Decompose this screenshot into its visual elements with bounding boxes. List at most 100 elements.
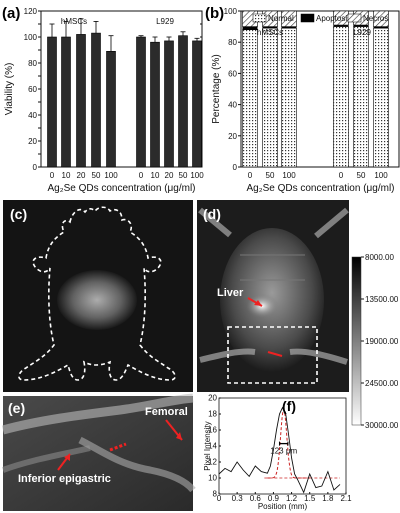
colorbar-tick-label: 8000.00 (365, 253, 394, 262)
chart-f-xtick-label: 2.1 (340, 494, 352, 503)
chart-f-ytick-label: 20 (208, 394, 217, 403)
chart-b-bar-normal (281, 27, 297, 168)
chart-a-ytick-label: 100 (24, 33, 38, 42)
chart-b-ytick-label: 0 (233, 163, 238, 172)
chart-b-frame (240, 10, 400, 168)
chart-b-bar-apoptosis (262, 26, 278, 29)
chart-a-bar (192, 40, 202, 168)
colorbar-tick-label: 19000.00 (365, 337, 399, 346)
chart-b-xlabel: Ag₂Se QDs concentration (μg/ml) (246, 183, 394, 194)
chart-a-bar (91, 32, 101, 168)
chart-b-group-label: hMSCs (257, 28, 283, 37)
panel-label-f: (f) (282, 398, 296, 414)
chart-a-xlabel: Ag₂Se QDs concentration (μg/ml) (47, 183, 195, 194)
chart-a-ytick-label: 80 (28, 59, 37, 68)
chart-a-group-label: L929 (156, 17, 174, 26)
chart-b-bar-apoptosis (373, 26, 389, 29)
chart-a-ylabel: Viability (%) (4, 63, 15, 116)
chart-a-ytick-label: 120 (24, 7, 38, 16)
chart-a-bar (150, 41, 160, 168)
chart-a-bar (61, 36, 71, 168)
chart-a-bar (76, 34, 86, 168)
chart-a-xtick-label: 10 (151, 171, 160, 180)
chart-f-xtick-label: 0 (217, 494, 222, 503)
chart-a-bar (178, 35, 188, 168)
chart-f-ytick-label: 8 (213, 490, 218, 499)
chart-f-data-line (218, 406, 341, 494)
chart-a-xtick-label: 0 (139, 171, 144, 180)
panel-e-image: Femoral Inferior epigastric (e) (1, 393, 196, 511)
chart-a-ytick-label: 40 (28, 111, 37, 120)
chart-a-group-label: hMSCs (61, 17, 87, 26)
chart-b-ytick-label: 100 (224, 7, 238, 16)
chart-b-xtick-label: 100 (374, 171, 388, 180)
chart-f-xtick-label: 0.9 (268, 494, 280, 503)
chart-f-ytick-label: 18 (208, 410, 217, 419)
chart-b-xtick-label: 0 (339, 171, 344, 180)
chart-f-xtick-label: 1.2 (286, 494, 298, 503)
chart-b-bar-normal (353, 26, 369, 168)
chart-f-ytick-label: 12 (208, 458, 217, 467)
chart-b-ytick-label: 60 (228, 69, 237, 78)
panel-label-b: (b) (205, 5, 224, 22)
panel-label-e: (e) (8, 400, 25, 416)
femoral-label: Femoral (145, 406, 188, 418)
panel-c-image: (c) (3, 200, 193, 392)
chart-f: 8 10 12 14 16 18 20 0 0.3 0.6 0.9 1.2 1.5 1.8 2.1 123 μ… (203, 394, 352, 512)
chart-b-bar-normal (373, 27, 389, 168)
chart-b-bar-normal (242, 29, 258, 168)
chart-b-ylabel: Percentage (%) (211, 54, 222, 123)
chart-f-ytick-label: 10 (208, 474, 217, 483)
chart-b-bar-necrosis (281, 10, 297, 27)
chart-a-bar (106, 50, 116, 168)
panel-d-image: Liver (d) (197, 200, 349, 392)
colorbar-tick-label: 30000.00 (365, 421, 399, 430)
panel-label-d: (d) (203, 206, 221, 222)
chart-b-bar-apoptosis (281, 26, 297, 29)
chart-f-xtick-label: 0.3 (232, 494, 244, 503)
chart-b-bar-normal (333, 26, 349, 168)
colorbar-tick-label: 13500.00 (365, 295, 399, 304)
chart-b-ytick-label: 40 (228, 101, 237, 110)
chart-f-ytick-label: 16 (208, 426, 217, 435)
chart-a-bar (47, 36, 57, 168)
chart-a-xtick-label: 20 (165, 171, 174, 180)
chart-b-xtick-label: 50 (357, 171, 366, 180)
chart-a-ytick-label: 20 (28, 137, 37, 146)
chart-a-ytick-label: 60 (28, 85, 37, 94)
chart-b-legend-swatch (300, 13, 315, 23)
chart-f-xtick-label: 0.6 (250, 494, 262, 503)
liver-label: Liver (217, 287, 244, 299)
inferior-epigastric-label: Inferior epigastric (18, 473, 111, 485)
chart-b-bar-apoptosis (242, 26, 258, 30)
chart-a-ytick-label: 0 (33, 163, 38, 172)
chart-a-xtick-label: 100 (104, 171, 118, 180)
chart-b-ytick-label: 20 (228, 132, 237, 141)
chart-b-legend-label: Normal (268, 14, 294, 23)
panel-label-a: (a) (2, 5, 20, 22)
chart-b-bar-apoptosis (333, 25, 349, 27)
colorbar: 8000.00 13500.00 19000.00 24500.00 30000.00 (351, 253, 399, 430)
chart-a-bar (164, 40, 174, 168)
chart-f-gaussian-fit (267, 407, 310, 479)
chart-b-bar-normal (262, 27, 278, 168)
chart-f-ylabel: Pixel Intensity (203, 421, 212, 470)
chart-b-legend-label: Apoptosis (316, 14, 351, 23)
chart-f-xlabel: Position (mm) (258, 502, 308, 511)
chart-a-xtick-label: 0 (50, 171, 55, 180)
chart-b-group-label: L929 (353, 28, 371, 37)
chart-a-xtick-label: 100 (190, 171, 204, 180)
chart-a-bar (136, 36, 146, 168)
chart-b-bar-necrosis (373, 10, 389, 27)
chart-b-xtick-label: 0 (248, 171, 253, 180)
chart-b: 0 20 40 60 80 100 0 50 100 hMSCs 0 50 100 L929 Normal A… (211, 7, 400, 194)
chart-f-xtick-label: 1.5 (304, 494, 316, 503)
panel-label-c: (c) (10, 206, 27, 222)
colorbar-tick-label: 24500.00 (365, 379, 399, 388)
chart-a-xtick-label: 50 (179, 171, 188, 180)
chart-a-xtick-label: 10 (62, 171, 71, 180)
chart-a-xtick-label: 20 (77, 171, 86, 180)
chart-a-xtick-label: 50 (92, 171, 101, 180)
